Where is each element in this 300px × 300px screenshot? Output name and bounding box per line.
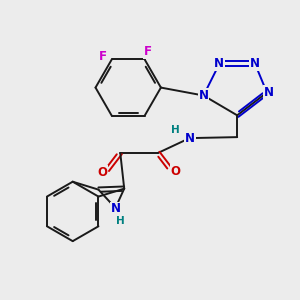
Text: N: N — [111, 202, 121, 215]
Text: N: N — [264, 86, 274, 99]
Text: N: N — [199, 89, 208, 102]
Text: F: F — [143, 45, 152, 58]
Text: N: N — [214, 57, 224, 70]
Text: F: F — [99, 50, 107, 63]
Text: O: O — [98, 166, 107, 179]
Text: N: N — [250, 57, 260, 70]
Text: O: O — [171, 165, 181, 178]
Text: N: N — [184, 132, 195, 145]
Text: H: H — [116, 216, 124, 226]
Text: H: H — [171, 125, 180, 135]
